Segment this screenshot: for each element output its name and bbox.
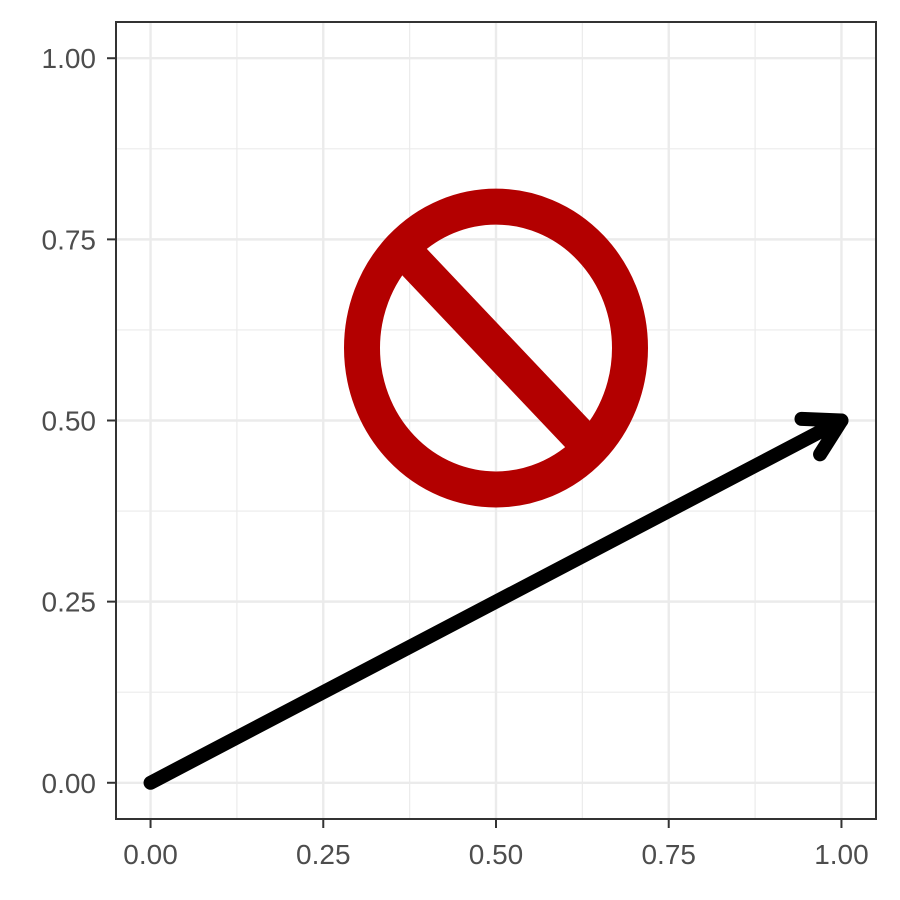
x-tick-label-1: 0.25 — [296, 839, 351, 870]
y-tick-label-2: 0.50 — [42, 406, 97, 437]
prohibition-ring — [344, 188, 648, 508]
x-tick-label-3: 0.75 — [641, 839, 696, 870]
x-tick-label-0: 0.00 — [123, 839, 178, 870]
arrow-layer — [143, 411, 849, 790]
y-tick-label-4: 1.00 — [42, 43, 97, 74]
x-tick-label-4: 1.00 — [814, 839, 869, 870]
axes: 0.00 0.25 0.50 0.75 1.00 0.00 0.25 0.50 0.75 1.00 — [42, 43, 869, 870]
x-tick-label-2: 0.50 — [469, 839, 524, 870]
no-symbol-layer — [344, 188, 648, 508]
y-tick-label-0: 0.00 — [42, 768, 97, 799]
prohibition-slash — [388, 235, 604, 461]
y-tick-label-1: 0.25 — [42, 587, 97, 618]
arrow-shaft — [143, 413, 849, 790]
arrow-head — [794, 411, 849, 462]
y-tick-label-3: 0.75 — [42, 224, 97, 255]
